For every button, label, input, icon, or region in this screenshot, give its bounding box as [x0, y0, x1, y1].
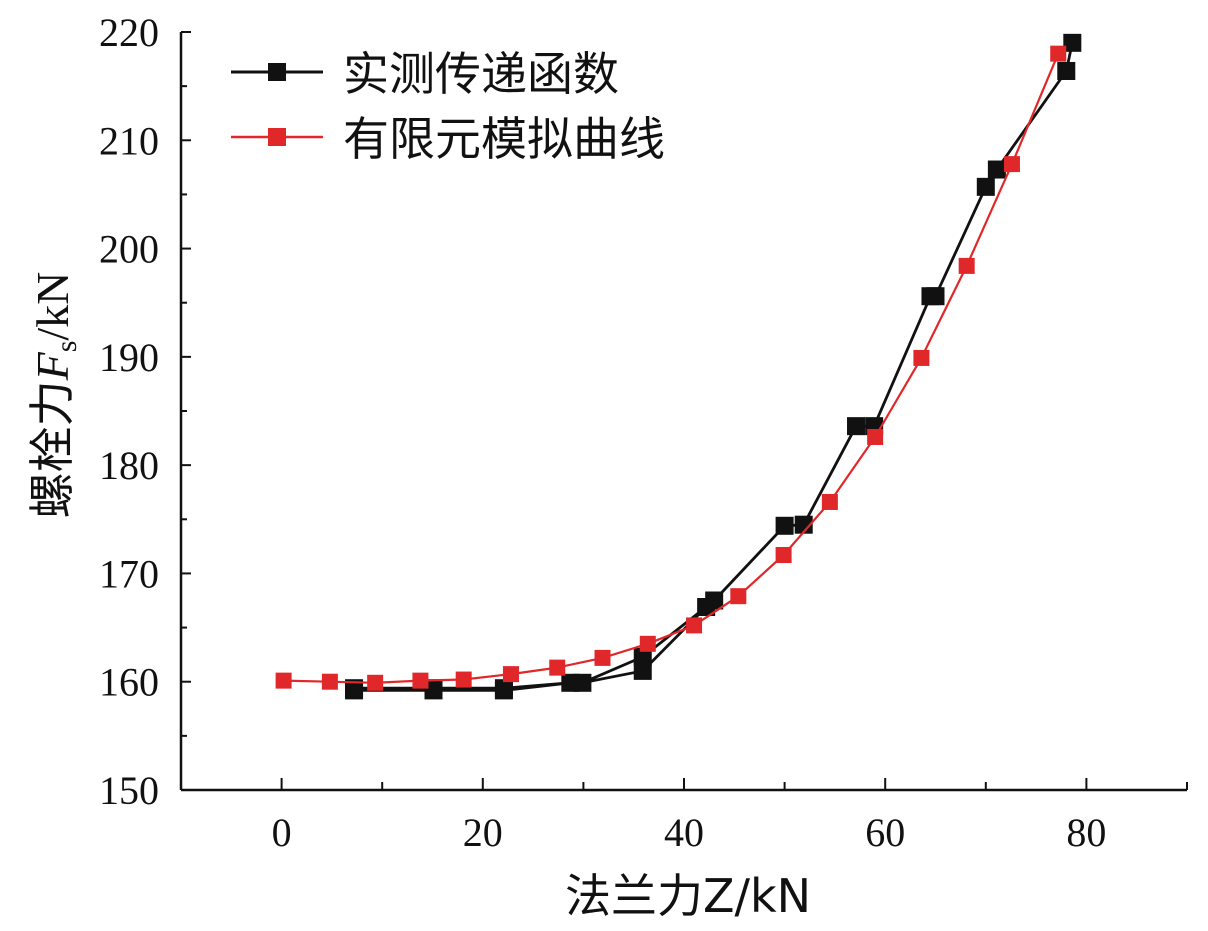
y-tick-label: 200: [99, 227, 159, 272]
data-point: [502, 666, 519, 683]
data-point: [794, 515, 813, 534]
data-point: [847, 417, 866, 436]
data-point: [412, 672, 429, 689]
y-ticks: 150 160 170 180 190 200 210 220: [99, 10, 191, 813]
data-point: [1063, 33, 1082, 52]
y-tick-label: 150: [99, 768, 159, 813]
data-point: [775, 547, 792, 564]
x-tick-label: 20: [463, 810, 503, 855]
legend-item-fem: 有限元模拟曲线: [231, 112, 665, 166]
x-tick-label: 80: [1066, 810, 1106, 855]
svg-text:螺栓力Fs/kN: 螺栓力Fs/kN: [25, 272, 83, 519]
data-point: [976, 177, 995, 196]
legend-marker-measured: [268, 63, 286, 81]
data-point: [594, 649, 611, 666]
data-point: [1003, 156, 1020, 173]
legend-marker-fem: [268, 128, 286, 146]
y-tick-label: 160: [99, 660, 159, 705]
data-point: [705, 591, 724, 610]
y-tick-label: 220: [99, 10, 159, 55]
data-point: [821, 493, 838, 510]
series-1: [345, 33, 1082, 700]
data-point: [1050, 45, 1067, 62]
data-point: [345, 679, 364, 698]
data-point: [639, 635, 656, 652]
data-point: [321, 673, 338, 690]
data-point: [573, 673, 592, 692]
data-point: [913, 349, 930, 366]
y-tick-label: 210: [99, 118, 159, 163]
data-point: [455, 671, 472, 688]
x-tick-label: 60: [865, 810, 905, 855]
legend-label-measured: 实测传递函数: [343, 47, 619, 101]
series-layer: [275, 33, 1082, 700]
x-ticks: 0 20 40 60 80: [180, 778, 1188, 855]
x-tick-label: 40: [664, 810, 704, 855]
y-tick-label: 180: [99, 443, 159, 488]
x-tick-label: 0: [272, 810, 292, 855]
data-point: [686, 617, 703, 634]
y-axis-title: 螺栓力Fs/kN: [25, 272, 83, 519]
y-axis-title-main: 螺栓力: [25, 380, 79, 518]
data-point: [367, 674, 384, 691]
data-point: [633, 647, 652, 666]
data-point: [275, 672, 292, 689]
y-tick-label: 170: [99, 551, 159, 596]
y-axis-title-var: F: [27, 351, 78, 381]
data-point: [958, 257, 975, 274]
legend: 实测传递函数 有限元模拟曲线: [231, 47, 665, 166]
y-axis-title-unit: /kN: [27, 272, 78, 341]
data-point: [775, 516, 794, 535]
y-axis-title-sub: s: [50, 341, 83, 353]
x-axis-title: 法兰力Z/kN: [565, 869, 811, 923]
legend-item-measured: 实测传递函数: [231, 47, 619, 101]
data-point: [1057, 61, 1076, 80]
data-point: [424, 679, 443, 698]
data-point: [494, 679, 513, 698]
y-tick-label: 190: [99, 335, 159, 380]
plot-area: 150 160 170 180 190 200 210 220 0 20 40 60 80: [99, 10, 1188, 855]
data-point: [633, 661, 652, 680]
data-point: [867, 428, 884, 445]
legend-label-fem: 有限元模拟曲线: [343, 112, 665, 166]
series-2: [275, 45, 1067, 691]
data-point: [549, 659, 566, 676]
data-point: [730, 588, 747, 605]
data-point: [987, 160, 1006, 179]
data-point: [926, 287, 945, 306]
